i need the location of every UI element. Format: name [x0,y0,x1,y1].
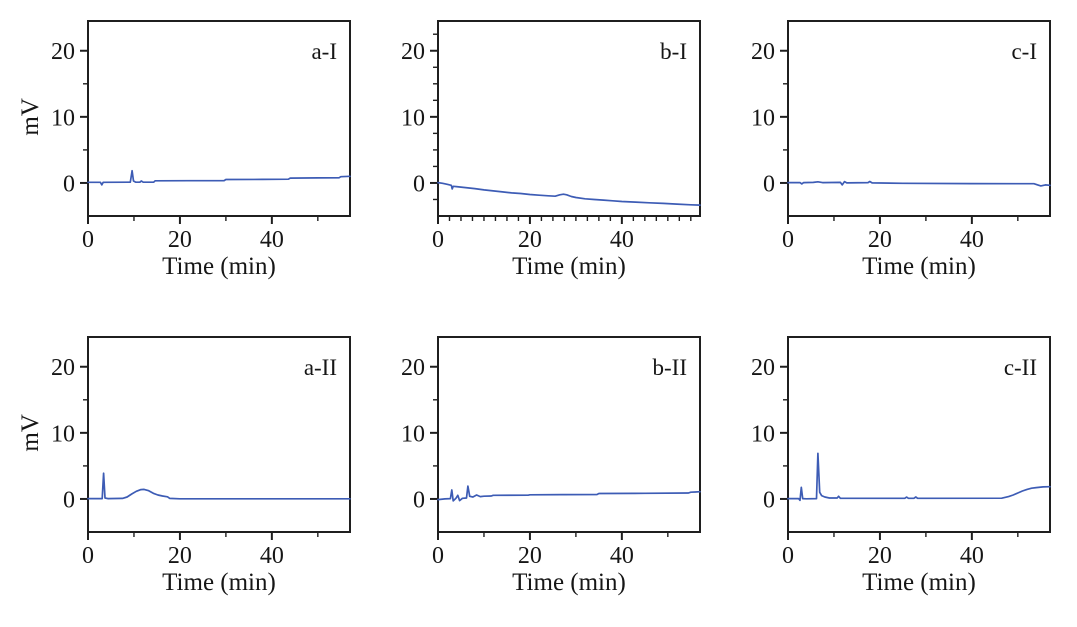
y-tick-label: 20 [401,355,425,381]
x-tick-label: 0 [432,543,444,569]
x-tick-label: 20 [168,543,192,569]
x-axis-label: Time (min) [512,569,626,596]
x-tick-label: 40 [960,227,984,253]
panel-label: a-II [304,355,337,380]
plot-frame [437,20,701,217]
signal-trace [87,169,351,186]
x-tick-label: 0 [432,227,444,253]
panel-label: c-II [1004,355,1037,380]
x-tick-label: 40 [260,543,284,569]
plot-frame [437,336,701,533]
signal-trace [787,180,1051,187]
x-tick-label: 40 [610,543,634,569]
x-tick-label: 40 [610,227,634,253]
y-tick-label: 0 [413,171,425,197]
y-tick-label: 20 [51,355,75,381]
x-tick-label: 0 [782,227,794,253]
y-tick-label: 10 [401,105,425,131]
plot-frame [87,20,351,217]
x-axis-label: Time (min) [162,569,276,596]
x-axis-label: Time (min) [862,569,976,596]
x-tick-label: 20 [518,227,542,253]
y-tick-label: 20 [751,355,775,381]
plot-frame [787,336,1051,533]
x-tick-label: 40 [260,227,284,253]
x-tick-label: 40 [960,543,984,569]
y-tick-label: 10 [751,421,775,447]
signal-trace [437,485,701,502]
y-tick-label: 10 [51,105,75,131]
signal-trace [87,472,351,500]
x-tick-label: 20 [518,543,542,569]
y-tick-label: 20 [751,39,775,65]
x-tick-label: 0 [82,227,94,253]
plot-frame [787,20,1051,217]
panel-label: b-II [653,355,687,380]
x-tick-label: 20 [868,543,892,569]
y-tick-label: 10 [401,421,425,447]
signal-trace [437,181,701,206]
y-tick-label: 0 [63,171,75,197]
y-tick-label: 0 [763,487,775,513]
y-tick-label: 0 [763,171,775,197]
x-axis-label: Time (min) [512,253,626,280]
y-axis-label: mV [17,414,44,452]
plot-frame [87,336,351,533]
y-tick-label: 0 [63,487,75,513]
x-axis-label: Time (min) [162,253,276,280]
signal-trace [787,452,1051,502]
y-tick-label: 10 [51,421,75,447]
x-axis-label: Time (min) [862,253,976,280]
x-tick-label: 20 [168,227,192,253]
y-axis-label: mV [17,98,44,136]
x-tick-label: 0 [82,543,94,569]
x-tick-label: 20 [868,227,892,253]
y-tick-label: 20 [401,39,425,65]
x-tick-label: 0 [782,543,794,569]
panel-label: b-I [660,39,687,64]
y-tick-label: 0 [413,487,425,513]
y-tick-label: 20 [51,39,75,65]
panel-label: a-I [311,39,337,64]
y-tick-label: 10 [751,105,775,131]
panel-label: c-I [1011,39,1037,64]
